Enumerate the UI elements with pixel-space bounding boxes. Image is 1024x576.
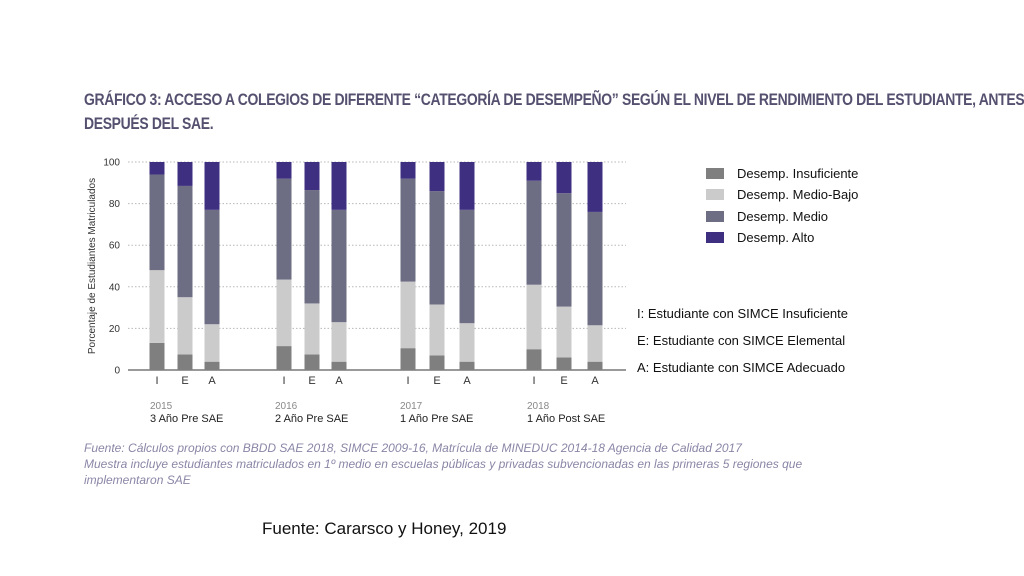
bar-segment	[304, 162, 320, 191]
y-tick-label: 80	[109, 199, 121, 210]
bar-segment	[276, 178, 292, 280]
legend-item-alto: Desemp. Alto	[706, 227, 858, 248]
bar-segment	[556, 162, 572, 194]
bar-segment	[556, 193, 572, 307]
bar-segment	[177, 354, 193, 370]
bar-segment	[459, 323, 475, 362]
source-line-3: implementaron SAE	[84, 473, 191, 487]
bar-segment	[526, 284, 542, 350]
chart-title-line-2: DESPUÉS DEL SAE.	[84, 114, 214, 133]
bar-segment	[429, 191, 445, 305]
bar-segment	[276, 346, 292, 370]
group-period-label: 1 Año Post SAE	[527, 413, 605, 425]
group-year-label: 2017	[400, 401, 423, 412]
y-tick-label: 40	[109, 282, 121, 293]
bar-segment	[459, 209, 475, 324]
bar-segment	[587, 361, 603, 370]
bar-segment	[276, 162, 292, 179]
bar-segment	[204, 209, 220, 325]
y-tick-label: 0	[114, 366, 120, 377]
group-year-label: 2016	[275, 401, 298, 412]
bar-category-label: E	[433, 375, 440, 387]
legend-swatch-alto	[706, 232, 724, 244]
bar-segment	[304, 303, 320, 355]
y-axis-label: Porcentaje de Estudiantes Matriculados	[87, 178, 98, 354]
bar-segment	[276, 279, 292, 347]
legend-label-medio-bajo: Desemp. Medio-Bajo	[737, 187, 859, 203]
chart-legend: Desemp. Insuficiente Desemp. Medio-Bajo …	[706, 163, 858, 248]
legend-label-medio: Desemp. Medio	[737, 208, 829, 224]
bar-category-label: I	[282, 375, 285, 387]
bar-category-label: A	[463, 375, 471, 387]
bar-segment	[149, 162, 165, 175]
source-note: Fuente: Cálculos propios con BBDD SAE 20…	[84, 440, 804, 488]
bar-segment	[459, 361, 475, 370]
y-tick-label: 60	[109, 241, 121, 252]
y-tick-label: 20	[109, 324, 121, 335]
annotation-insuficiente: I: Estudiante con SIMCE Insuficiente	[637, 306, 848, 321]
bar-segment	[400, 348, 416, 370]
annotation-elemental: E: Estudiante con SIMCE Elemental	[637, 333, 846, 348]
bar-segment	[556, 306, 572, 358]
y-tick-label: 100	[103, 158, 120, 169]
bar-category-label: A	[591, 375, 599, 387]
bar-segment	[331, 361, 347, 370]
bar-segment	[331, 162, 347, 210]
legend-item-medio: Desemp. Medio	[706, 206, 858, 227]
bar-segment	[204, 162, 220, 210]
legend-swatch-insuficiente	[706, 168, 724, 180]
bar-segment	[177, 162, 193, 186]
bar-segment	[587, 325, 603, 362]
legend-label-alto: Desemp. Alto	[737, 230, 815, 246]
legend-swatch-medio-bajo	[706, 189, 724, 201]
bar-segment	[587, 162, 603, 212]
legend-item-medio-bajo: Desemp. Medio-Bajo	[706, 184, 858, 205]
bar-category-label: E	[181, 375, 188, 387]
bar-segment	[400, 178, 416, 282]
bar-segment	[587, 211, 603, 326]
bar-segment	[429, 304, 445, 356]
bar-segment	[526, 349, 542, 370]
bar-category-label: E	[560, 375, 567, 387]
bar-category-label: I	[406, 375, 409, 387]
bar-segment	[149, 174, 165, 271]
bar-category-label: E	[308, 375, 315, 387]
bar-category-label: A	[335, 375, 343, 387]
bar-segment	[331, 322, 347, 362]
bar-segment	[177, 185, 193, 298]
bar-segment	[526, 180, 542, 285]
bar-segment	[400, 162, 416, 179]
bar-segment	[459, 162, 475, 210]
legend-item-insuficiente: Desemp. Insuficiente	[706, 163, 858, 184]
legend-swatch-medio	[706, 210, 724, 222]
bar-segment	[429, 162, 445, 192]
bar-segment	[556, 357, 572, 370]
bar-category-label: I	[532, 375, 535, 387]
source-line-1: Fuente: Cálculos propios con BBDD SAE 20…	[84, 441, 742, 455]
bar-label-key: I: Estudiante con SIMCE Insuficiente E: …	[637, 304, 848, 385]
bar-segment	[304, 190, 320, 304]
source-line-2: Muestra incluye estudiantes matriculados…	[84, 457, 803, 471]
bar-segment	[429, 355, 445, 370]
group-year-label: 2018	[527, 401, 550, 412]
bar-segment	[204, 324, 220, 362]
citation: Fuente: Cararsco y Honey, 2019	[262, 519, 507, 538]
bar-category-label: A	[208, 375, 216, 387]
bar-segment	[526, 162, 542, 181]
group-period-label: 1 Año Pre SAE	[400, 413, 473, 425]
annotation-adecuado: A: Estudiante con SIMCE Adecuado	[637, 360, 846, 375]
bar-segment	[304, 354, 320, 370]
bar-segment	[331, 209, 347, 323]
group-year-label: 2015	[150, 401, 173, 412]
bar-segment	[177, 297, 193, 355]
bar-segment	[400, 281, 416, 349]
bar-segment	[149, 342, 165, 370]
group-period-label: 3 Año Pre SAE	[150, 413, 223, 425]
group-period-label: 2 Año Pre SAE	[275, 413, 348, 425]
legend-label-insuficiente: Desemp. Insuficiente	[737, 166, 859, 182]
bar-segment	[204, 361, 220, 370]
bar-category-label: I	[155, 375, 158, 387]
bar-segment	[149, 270, 165, 343]
